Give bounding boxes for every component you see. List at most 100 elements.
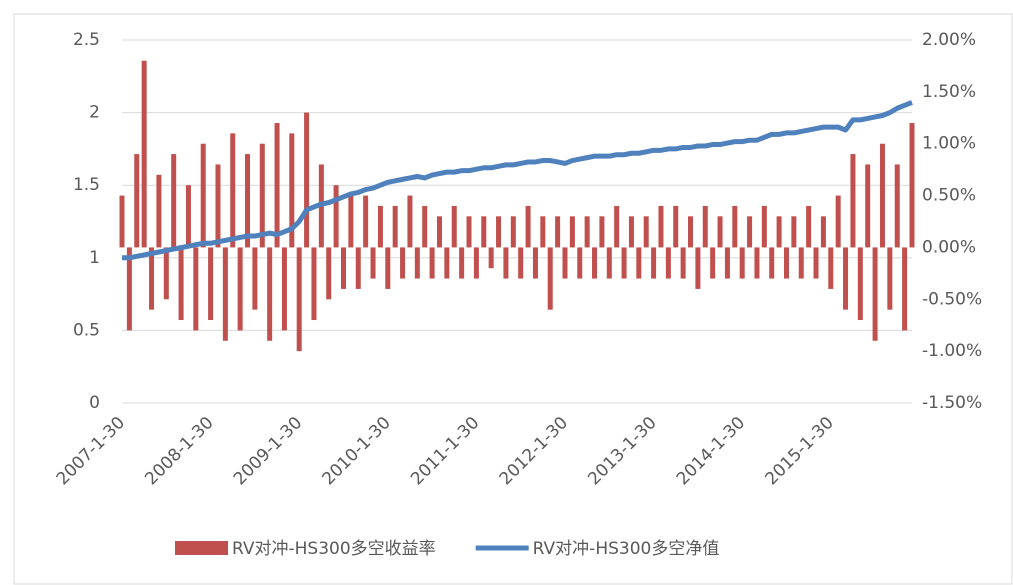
y-tick-label: 2.5 [73,30,100,50]
bar [606,247,612,279]
bar [628,216,634,248]
bar [163,247,169,300]
bar [702,205,708,248]
bar [385,247,391,289]
y2-tick-label: 1.00% [922,134,976,154]
y2-tick-label: 2.00% [922,30,976,50]
bar [769,247,775,279]
bar [820,216,826,248]
bar [665,247,671,279]
bar [370,247,376,279]
bar [547,247,553,310]
bar [806,205,812,248]
legend-label: RV对冲-HS300多空净值 [533,539,720,559]
bar [599,216,605,248]
bar [828,247,834,289]
bar [724,247,730,279]
bar [414,247,420,279]
bar [850,154,856,248]
bar [392,205,398,248]
bar [444,247,450,279]
bar [525,205,531,248]
bar [783,247,789,279]
bar [481,216,487,248]
bar [407,195,413,248]
bar [879,143,885,248]
bar [894,164,900,248]
bar [688,216,694,248]
bar [518,247,524,279]
bar [798,247,804,279]
bar [569,216,575,248]
bar [577,247,583,279]
y-tick-label: 0 [89,393,100,413]
bar [340,247,346,289]
bar [208,247,214,321]
bar [311,247,317,321]
bar [496,216,502,248]
bar [149,247,155,310]
y2-tick-label: 0.50% [922,186,976,206]
bar [857,247,863,321]
bar [710,247,716,279]
bar [215,164,221,248]
bar [621,247,627,279]
y2-tick-label: -1.00% [922,341,982,361]
bar [732,205,738,248]
bar [245,154,251,248]
bar [281,247,287,331]
bar [259,143,265,248]
y2-tick-label: -0.50% [922,289,982,309]
bar [126,247,132,331]
bar [326,247,332,300]
bar [473,247,479,279]
bar [178,247,184,321]
bar [540,216,546,248]
bar [156,174,162,248]
bar [171,154,177,248]
bar [333,185,339,248]
bar [363,195,369,248]
bar [555,216,561,248]
bar [636,247,642,279]
bar [185,185,191,248]
bar [843,247,849,310]
line [122,100,913,261]
bar [200,143,206,248]
bar [436,216,442,248]
bar [695,247,701,289]
bar [355,247,361,289]
bar [754,247,760,279]
bar [791,216,797,248]
y2-tick-label: 1.50% [922,82,976,102]
bar [813,247,819,279]
bar [252,247,258,310]
bar [747,216,753,248]
bar [230,133,236,248]
bar [680,247,686,279]
bar [761,205,767,248]
bar [289,133,295,248]
bar [377,205,383,248]
bar [134,154,140,248]
bar [614,205,620,248]
bar [488,247,494,269]
bar [902,247,908,331]
bar [872,247,878,341]
bar [592,247,598,279]
bar [909,122,915,248]
bar [865,164,871,248]
bar [658,205,664,248]
bar [304,112,310,248]
y2-tick-label: -1.50% [922,393,982,413]
bar [532,247,538,279]
bar [503,247,509,279]
y-tick-label: 2 [89,103,100,123]
bar [510,216,516,248]
bar [466,216,472,248]
legend-label: RV对冲-HS300多空收益率 [232,539,436,559]
bar [584,216,590,248]
bar [400,247,406,279]
bar [887,247,893,310]
